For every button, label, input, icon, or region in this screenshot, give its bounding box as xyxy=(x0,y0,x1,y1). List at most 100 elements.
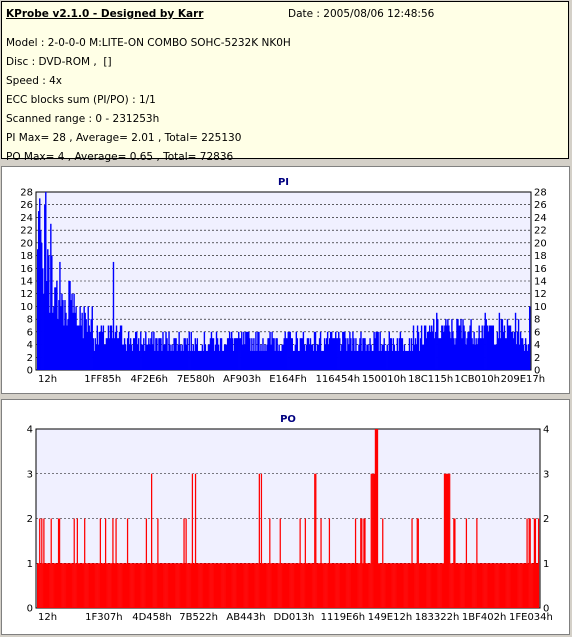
po-bar xyxy=(351,563,354,608)
po-ytick-left: 4 xyxy=(27,425,33,436)
po-bar xyxy=(412,563,414,608)
po-bar xyxy=(251,563,253,608)
pi-bar xyxy=(254,350,256,370)
po-bar xyxy=(88,563,90,608)
pi-bar xyxy=(361,350,363,370)
po-xtick: 1FE034h xyxy=(509,612,553,623)
pi-ytick-left: 2 xyxy=(27,353,33,364)
po-bar xyxy=(213,563,215,608)
pi-bar xyxy=(422,344,425,370)
pi-bar xyxy=(475,338,477,370)
pi-bar xyxy=(377,331,379,370)
pi-bar xyxy=(63,325,65,370)
po-bar xyxy=(37,563,39,608)
po-bar xyxy=(197,563,199,608)
pi-bar xyxy=(244,344,246,370)
pi-bar xyxy=(187,350,189,370)
po-bar xyxy=(535,563,538,608)
pi-bar xyxy=(129,338,132,370)
po-bar xyxy=(468,563,471,608)
po-bar xyxy=(331,563,334,608)
pi-ytick-right: 24 xyxy=(534,213,547,224)
po-bar xyxy=(73,518,75,608)
po-ytick-right: 3 xyxy=(543,469,549,480)
po-bar xyxy=(496,563,498,608)
pi-bar xyxy=(492,325,495,370)
po-bar xyxy=(148,563,151,608)
pi-bar xyxy=(236,338,238,370)
pi-bar xyxy=(237,338,239,370)
po-bar xyxy=(271,563,273,608)
po-bar xyxy=(228,563,230,608)
pi-bar xyxy=(453,338,455,370)
po-bar xyxy=(301,563,303,608)
po-bar xyxy=(488,563,491,608)
pi-bar xyxy=(60,306,62,370)
pi-bar xyxy=(228,331,231,370)
po-bar xyxy=(93,563,95,608)
po-bar xyxy=(141,563,143,608)
po-bar xyxy=(109,563,111,608)
po-bar xyxy=(430,563,432,608)
po-stats-line: PO Max= 4 , Average= 0.65 , Total= 72836 xyxy=(6,151,234,163)
pi-bar xyxy=(419,338,422,370)
po-bar xyxy=(366,563,368,608)
pi-bar xyxy=(356,350,358,370)
pi-bar xyxy=(101,331,104,370)
pi-bar xyxy=(128,344,131,370)
po-bar xyxy=(129,563,131,608)
pi-bar xyxy=(118,331,121,370)
po-bar xyxy=(238,563,241,608)
pi-bar xyxy=(47,249,49,370)
pi-bar xyxy=(121,344,124,370)
pi-bar xyxy=(144,350,146,370)
po-bar xyxy=(159,563,161,608)
pi-bar xyxy=(39,198,41,370)
pi-bar xyxy=(463,325,465,370)
po-bar xyxy=(410,563,412,608)
pi-bar xyxy=(211,338,214,370)
po-bar xyxy=(417,518,419,608)
po-bar xyxy=(77,563,80,608)
po-bar xyxy=(336,563,338,608)
pi-bar xyxy=(230,331,233,370)
pi-bar xyxy=(246,331,248,370)
po-bar xyxy=(319,563,321,608)
pi-bar xyxy=(37,249,39,370)
pi-bar xyxy=(403,344,406,370)
pi-bar xyxy=(454,344,456,370)
po-bar xyxy=(507,563,509,608)
pi-bar xyxy=(467,331,469,370)
pi-bar xyxy=(127,331,130,370)
po-bar xyxy=(489,563,492,608)
po-bar xyxy=(50,518,52,608)
pi-bar xyxy=(284,331,286,370)
po-bar xyxy=(94,563,96,608)
pi-bar xyxy=(86,331,88,370)
pi-bar xyxy=(501,319,504,370)
po-bar xyxy=(49,563,51,608)
po-bar xyxy=(395,563,397,608)
pi-bar xyxy=(506,319,509,370)
pi-bar xyxy=(95,344,97,370)
po-bar xyxy=(284,563,287,608)
pi-bar xyxy=(90,319,92,370)
pi-ytick-left: 20 xyxy=(20,238,33,249)
po-bar xyxy=(330,563,333,608)
po-bar xyxy=(392,563,394,608)
pi-bar xyxy=(123,338,126,370)
pi-ytick-right: 12 xyxy=(534,289,547,300)
po-bar xyxy=(246,563,248,608)
pi-bar xyxy=(449,331,451,370)
pi-bar xyxy=(503,325,506,370)
pi-bar xyxy=(458,325,460,370)
pi-bar xyxy=(460,319,462,370)
po-bar xyxy=(229,563,231,608)
po-bar xyxy=(135,563,137,608)
po-bar xyxy=(42,563,44,608)
po-bar xyxy=(258,473,260,608)
po-bar xyxy=(479,563,481,608)
po-bar xyxy=(288,563,290,608)
pi-bar xyxy=(326,331,329,370)
